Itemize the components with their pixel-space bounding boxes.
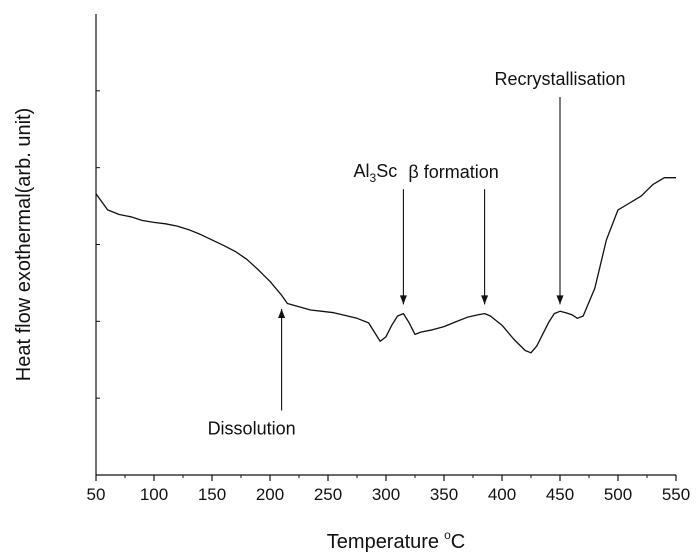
annotation-dissolution: Dissolution xyxy=(208,309,296,438)
x-ticks: 50 100 150 200 250 300 350 400 450 500 550 xyxy=(87,475,690,504)
y-ticks xyxy=(96,90,100,399)
x-tick-label: 500 xyxy=(604,485,632,504)
x-tick-label: 400 xyxy=(488,485,516,504)
annotations-group: Dissolution Al3Sc β formation Recrystallisa… xyxy=(208,69,626,438)
x-axis-title: Temperature oC xyxy=(327,528,465,553)
annotation-label-beta: β formation xyxy=(408,162,498,182)
x-tick-label: 100 xyxy=(140,485,168,504)
x-tick-label: 450 xyxy=(546,485,574,504)
annotation-arrowhead xyxy=(278,309,286,319)
x-axis-unit: C xyxy=(451,531,465,553)
annotation-beta: β formation xyxy=(408,162,499,305)
y-axis-title: Heat flow exothermal(arb. unit) xyxy=(13,108,35,381)
series-line-0 xyxy=(95,177,676,354)
x-tick-label: 150 xyxy=(198,485,226,504)
annotation-recrystallisation: Recrystallisation xyxy=(494,69,626,305)
x-axis-unit-sup: o xyxy=(444,528,451,542)
annotation-arrowhead xyxy=(556,295,564,305)
annotation-arrowhead xyxy=(481,295,489,305)
x-tick-label: 200 xyxy=(256,485,284,504)
annotation-label-al3sc: Al3Sc xyxy=(354,161,398,185)
x-tick-label: 250 xyxy=(314,485,342,504)
series-group xyxy=(95,177,676,354)
annotation-al3sc: Al3Sc xyxy=(354,161,407,305)
x-tick-label: 300 xyxy=(372,485,400,504)
x-tick-label: 50 xyxy=(87,485,106,504)
x-tick-label: 550 xyxy=(662,485,690,504)
x-axis-title-text: Temperature xyxy=(327,531,439,553)
annotation-label-recrystallisation: Recrystallisation xyxy=(494,69,625,89)
annotation-arrowhead xyxy=(399,295,407,305)
x-tick-label: 350 xyxy=(430,485,458,504)
annotation-label-dissolution: Dissolution xyxy=(208,418,296,438)
